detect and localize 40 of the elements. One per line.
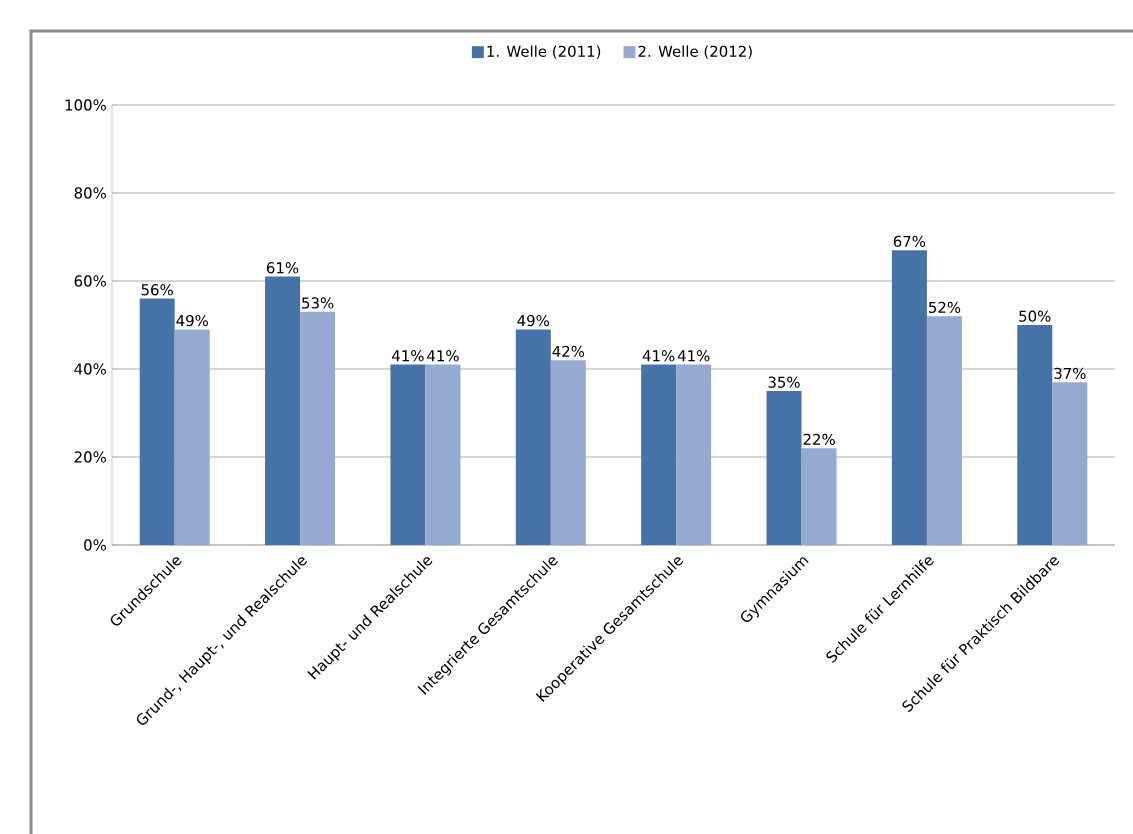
bar [550,360,586,545]
data-label: 41% [392,350,424,362]
data-label: 61% [266,262,299,274]
y-tick-label: 60% [74,275,106,287]
bar [1052,382,1088,545]
y-tick-label: 40% [74,363,106,375]
data-label: 52% [929,301,961,313]
bar [891,250,927,545]
bar [174,329,210,545]
bar [801,448,837,545]
bar [676,364,712,545]
data-label: 41% [642,350,675,362]
data-label: 50% [1019,310,1051,322]
bar [139,298,175,545]
data-label: 37% [1054,367,1086,379]
legend-label: 2. Welle (2012) [638,45,752,59]
bar [300,311,336,545]
bar [390,364,426,545]
data-label: 41% [427,350,459,362]
data-label: 35% [768,376,800,388]
bar [641,364,677,545]
bar [425,364,461,545]
data-label: 49% [176,314,209,327]
bar [515,329,551,545]
data-label: 42% [552,345,585,357]
data-label: 67% [893,235,926,247]
y-tick-label: 0% [84,539,106,551]
data-label: 56% [141,284,173,296]
y-tick-label: 100% [65,99,106,111]
bar [766,391,802,545]
bar [265,276,301,545]
bar [1017,325,1053,545]
data-label: 53% [302,297,334,309]
y-tick-label: 20% [74,451,106,463]
data-label: 22% [803,433,835,445]
data-label: 49% [517,314,550,327]
bar [926,316,962,545]
legend-label: 1. Welle (2011) [487,45,601,59]
y-tick-label: 80% [74,187,106,199]
data-label: 41% [677,350,710,362]
